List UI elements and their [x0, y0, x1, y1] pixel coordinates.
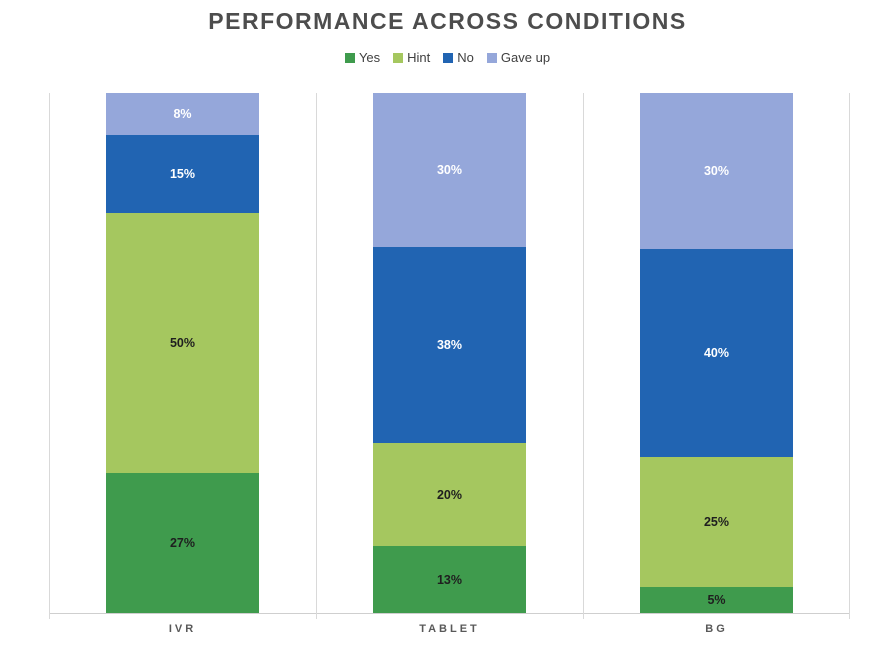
- gridline-0: [49, 93, 50, 619]
- segment-ivr-yes: 27%: [106, 472, 259, 613]
- stacked-bar-tablet: 13% 20% 38% 30%: [373, 93, 526, 613]
- segment-ivr-hint: 50%: [106, 212, 259, 473]
- category-label-bg: BG: [705, 623, 728, 635]
- gridline-2: [583, 93, 584, 619]
- stacked-bar-bg: 5% 25% 40% 30%: [640, 93, 793, 613]
- segment-bg-yes: 5%: [640, 587, 793, 613]
- data-label: 40%: [703, 346, 730, 360]
- category-label-tablet: TABLET: [419, 623, 480, 635]
- gridline-3: [849, 93, 850, 619]
- segment-tablet-no: 38%: [373, 247, 526, 444]
- segment-tablet-gave-up: 30%: [373, 93, 526, 248]
- gridline-1: [316, 93, 317, 619]
- panel-ivr: 27% 50% 15% 8%: [49, 93, 316, 613]
- legend-item-yes: Yes: [344, 50, 381, 65]
- legend-item-hint: Hint: [393, 50, 430, 65]
- legend-swatch-no-icon: [443, 52, 454, 63]
- legend-swatch-gave-up-icon: [486, 52, 497, 63]
- category-axis-labels: IVR TABLET BG: [49, 623, 850, 635]
- category-label-ivr: IVR: [168, 623, 197, 635]
- segment-ivr-gave-up: 8%: [106, 93, 259, 135]
- plot-area: 27% 50% 15% 8% 13% 20% 38% 30% 5% 25% 40% 30%: [49, 93, 850, 614]
- legend-item-no: No: [443, 50, 474, 65]
- data-label: 5%: [707, 593, 726, 607]
- panel-tablet: 13% 20% 38% 30%: [316, 93, 583, 613]
- data-label: 27%: [169, 535, 196, 550]
- data-label: 30%: [703, 164, 730, 178]
- chart-title: PERFORMANCE ACROSS CONDITIONS: [208, 8, 687, 34]
- legend-label: Hint: [407, 50, 431, 65]
- legend-item-gave-up: Gave up: [486, 50, 551, 65]
- legend-label: Yes: [358, 50, 381, 65]
- data-label: 50%: [169, 335, 196, 350]
- data-label: 30%: [436, 163, 463, 178]
- data-label: 38%: [436, 338, 463, 353]
- legend-swatch-yes-icon: [344, 52, 355, 63]
- segment-ivr-no: 15%: [106, 134, 259, 213]
- segment-bg-no: 40%: [640, 249, 793, 457]
- data-label: 25%: [703, 515, 730, 529]
- segment-tablet-yes: 13%: [373, 546, 526, 613]
- segment-tablet-hint: 20%: [373, 443, 526, 547]
- legend-label: No: [457, 50, 474, 65]
- stacked-bar-ivr: 27% 50% 15% 8%: [106, 93, 259, 613]
- data-label: 8%: [173, 106, 192, 121]
- segment-bg-gave-up: 30%: [640, 93, 793, 249]
- data-label: 20%: [436, 487, 463, 502]
- legend: Yes Hint No Gave up: [0, 50, 895, 65]
- legend-swatch-hint-icon: [393, 52, 404, 63]
- data-label: 15%: [169, 166, 196, 181]
- data-label: 13%: [436, 572, 463, 587]
- legend-label: Gave up: [500, 50, 551, 65]
- panel-bg: 5% 25% 40% 30%: [583, 93, 850, 613]
- segment-bg-hint: 25%: [640, 457, 793, 587]
